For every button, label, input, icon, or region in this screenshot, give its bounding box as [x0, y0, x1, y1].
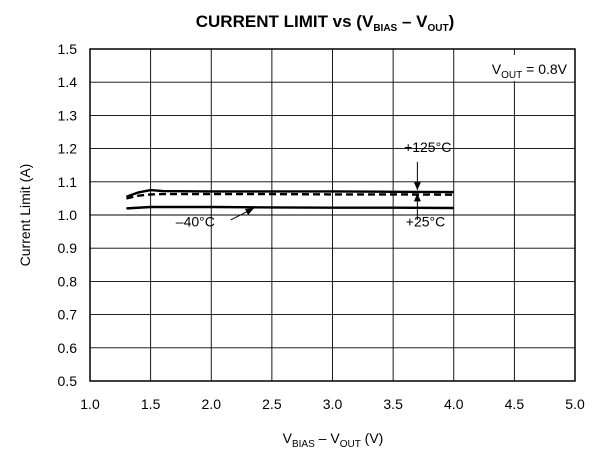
x-tick-label: 5.0 — [565, 396, 585, 412]
annotation-layer: +125°C +25°C –40°C — [176, 139, 452, 230]
annotation-label-3: –40°C — [176, 214, 215, 230]
x-tick-label: 4.0 — [444, 396, 464, 412]
y-tick-label: 1.1 — [58, 174, 78, 190]
y-tick-label: 0.5 — [58, 373, 78, 389]
y-tick-label: 1.4 — [58, 74, 78, 90]
y-tick-label: 0.7 — [58, 307, 78, 323]
x-tick-label: 4.5 — [505, 396, 525, 412]
chart-title: CURRENT LIMIT vs (VBIAS – VOUT) — [196, 12, 455, 34]
y-tick-label: 1.0 — [58, 207, 78, 223]
y-tick-label: 1.2 — [58, 141, 78, 157]
x-tick-label: 2.5 — [262, 396, 282, 412]
plot-frame — [89, 48, 576, 382]
y-tick-label: 0.8 — [58, 273, 78, 289]
y-tick-label: 1.5 — [58, 41, 78, 57]
series-line-2 — [126, 192, 454, 200]
x-tick-label: 3.0 — [323, 396, 343, 412]
condition-label: VOUT = 0.8V — [492, 61, 568, 81]
y-tick-labels: 0.5 0.6 0.7 0.8 0.9 1.0 1.1 1.2 1.3 1.4 1.5 — [58, 41, 78, 389]
x-tick-label: 1.0 — [80, 396, 100, 412]
series-line-3 — [126, 205, 454, 210]
annotation-arrowhead-3 — [244, 208, 254, 216]
y-tick-label: 0.6 — [58, 340, 78, 356]
x-axis-label: VBIAS – VOUT (V) — [283, 430, 384, 450]
x-tick-labels: 1.0 1.5 2.0 2.5 3.0 3.5 4.0 4.5 5.0 — [80, 396, 585, 412]
annotation-arrowhead-2 — [413, 193, 421, 202]
x-tick-label: 3.5 — [383, 396, 403, 412]
y-axis-label: Current Limit (A) — [17, 164, 33, 267]
annotation-label-1: +125°C — [404, 139, 451, 155]
grid — [89, 48, 576, 382]
series-layer — [125, 188, 454, 210]
annotation-label-2: +25°C — [406, 214, 445, 230]
x-tick-label: 1.5 — [141, 396, 161, 412]
y-tick-label: 1.3 — [58, 107, 78, 123]
x-tick-label: 2.0 — [202, 396, 222, 412]
condition-box — [463, 55, 569, 81]
series-line-1 — [125, 188, 454, 198]
annotation-arrowhead-1 — [413, 182, 421, 191]
y-tick-label: 0.9 — [58, 240, 78, 256]
